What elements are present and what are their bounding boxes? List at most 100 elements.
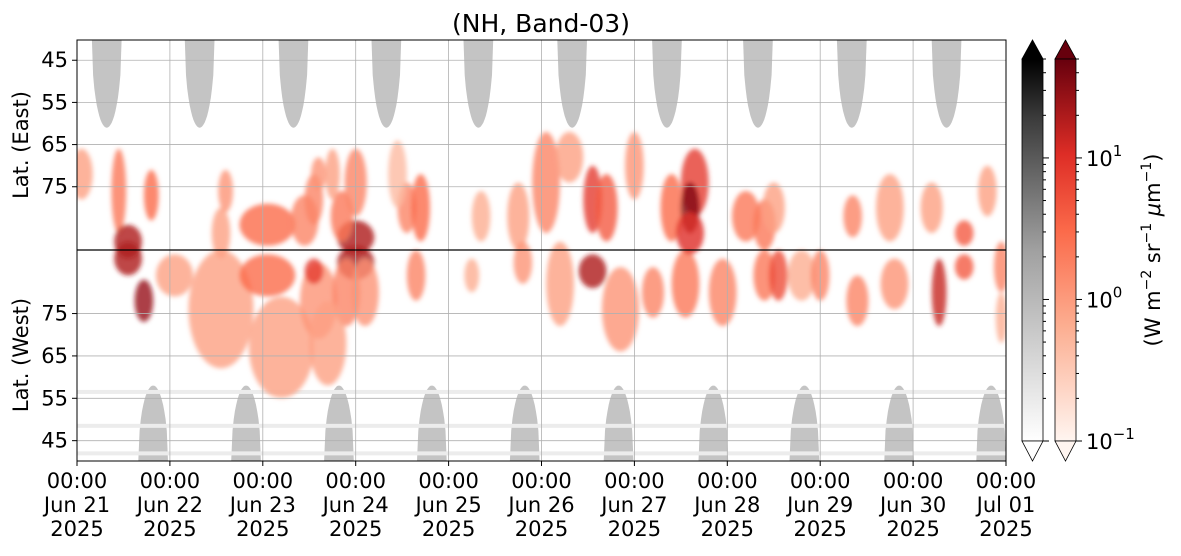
y-tick-label: 45 <box>41 429 68 453</box>
red-feature <box>995 292 1006 344</box>
x-tick-label: 00:00 Jun 22 2025 <box>135 469 203 541</box>
red-feature <box>843 195 862 238</box>
x-axis: 00:00 Jun 21 2025 00:00 Jun 22 2025 00:00 Jun 2… <box>42 461 1036 541</box>
red-feature <box>309 301 347 386</box>
y-tick-label: 65 <box>41 133 68 157</box>
x-tick-label: 00:00 Jun 29 2025 <box>785 469 853 541</box>
gray-lobe-east <box>91 40 122 128</box>
gray-lobe-east <box>652 40 682 128</box>
x-tick-label: 00:00 Jun 28 2025 <box>692 469 760 541</box>
red-feature <box>311 157 326 192</box>
red-feature <box>787 250 816 301</box>
red-feature <box>351 258 379 327</box>
red-feature <box>769 250 788 301</box>
red-feature <box>464 258 480 293</box>
red-feature <box>876 174 904 242</box>
colorbar-label: (W m−2 sr−1 μm−1) <box>1139 154 1165 347</box>
red-feature <box>671 250 700 318</box>
red-feature <box>471 191 491 242</box>
plot-area <box>76 39 1007 462</box>
colorbar-gray <box>1021 39 1044 462</box>
gray-lobe-east <box>278 40 309 128</box>
colorbar-tick-label: 100 <box>1086 283 1122 312</box>
y-axis: 45 55 65 75 75 65 55 45 Lat. (East) Lat. (West) <box>9 48 77 453</box>
red-feature <box>507 182 530 250</box>
red-feature <box>134 279 154 322</box>
red-feature <box>676 212 704 255</box>
gray-lobe-west <box>324 385 354 461</box>
gray-lobe-west <box>509 385 540 461</box>
red-feature <box>218 169 234 213</box>
red-feature <box>762 182 785 234</box>
y-axis-label-west: Lat. (West) <box>9 298 33 412</box>
colorbar-gray-extend-top <box>1021 39 1044 60</box>
x-tick-label: 00:00 Jun 27 2025 <box>599 469 667 541</box>
red-feature <box>248 296 314 398</box>
red-feature <box>143 169 159 221</box>
colorbar-red <box>1054 39 1077 462</box>
red-feature <box>920 182 943 234</box>
colorbar-red-body <box>1054 58 1077 442</box>
red-feature <box>388 140 407 208</box>
y-tick-label: 55 <box>41 90 68 114</box>
red-feature <box>239 203 296 246</box>
red-feature <box>211 207 231 259</box>
y-tick-label: 75 <box>41 302 68 326</box>
y-tick-label: 45 <box>41 48 68 72</box>
red-feature <box>595 174 618 242</box>
colorbar-tick-label: 10−1 <box>1086 425 1135 454</box>
red-feature <box>978 165 997 217</box>
gray-lobe-east <box>463 40 494 128</box>
gray-lobe-west <box>417 385 447 461</box>
colorbar-red-extend-bottom <box>1054 440 1077 462</box>
colorbar-red-extend-top <box>1054 39 1077 60</box>
colorbar-gray-extend-bottom <box>1021 440 1044 462</box>
chart-title: (NH, Band-03) <box>452 9 630 38</box>
colorbar-tick-label: 101 <box>1086 142 1122 171</box>
red-feature <box>753 250 776 301</box>
red-feature <box>994 241 1006 293</box>
red-feature <box>708 258 737 327</box>
gray-lobe-west <box>884 385 914 461</box>
gray-lobe-east <box>371 40 402 128</box>
gray-lobe-west <box>789 385 820 461</box>
red-feature <box>641 267 665 318</box>
x-tick-label: 00:00 Jun 30 2025 <box>878 469 946 541</box>
red-feature <box>513 241 533 284</box>
y-tick-label: 55 <box>41 386 68 410</box>
colorbar-gray-body <box>1021 58 1044 442</box>
y-tick-label: 75 <box>41 175 68 199</box>
red-feature <box>325 148 340 200</box>
red-feature <box>411 174 431 242</box>
red-intensity-layer <box>77 131 1006 398</box>
x-tick-label: 00:00 Jun 24 2025 <box>321 469 389 541</box>
gray-lobe-west <box>976 385 1006 461</box>
red-feature <box>601 267 640 352</box>
red-feature <box>931 258 947 327</box>
red-feature <box>77 148 93 200</box>
red-feature <box>188 250 254 369</box>
red-feature <box>555 131 584 183</box>
x-tick-label: 00:00 Jun 23 2025 <box>228 469 296 541</box>
red-feature <box>239 254 296 297</box>
gray-lobe-east <box>184 40 215 128</box>
red-feature <box>954 254 974 280</box>
y-tick-label: 65 <box>41 344 68 368</box>
red-feature <box>660 174 683 242</box>
red-feature <box>111 148 127 234</box>
red-feature <box>578 254 607 289</box>
y-axis-label-east: Lat. (East) <box>9 91 33 199</box>
x-tick-label: 00:00 Jul 01 2025 <box>975 469 1037 541</box>
gray-lobe-west <box>603 385 634 461</box>
colorbar-ticks: 101 100 10−1 <box>1043 58 1135 454</box>
red-feature <box>155 254 194 297</box>
red-feature <box>846 275 869 327</box>
x-tick-label: 00:00 Jun 26 2025 <box>506 469 574 541</box>
red-feature <box>546 241 574 327</box>
red-feature <box>406 250 426 301</box>
gray-lobe-east <box>836 40 867 128</box>
gray-lobe-west <box>138 385 168 461</box>
gray-lobe-east <box>557 40 587 128</box>
gray-lobe-west <box>231 385 261 461</box>
